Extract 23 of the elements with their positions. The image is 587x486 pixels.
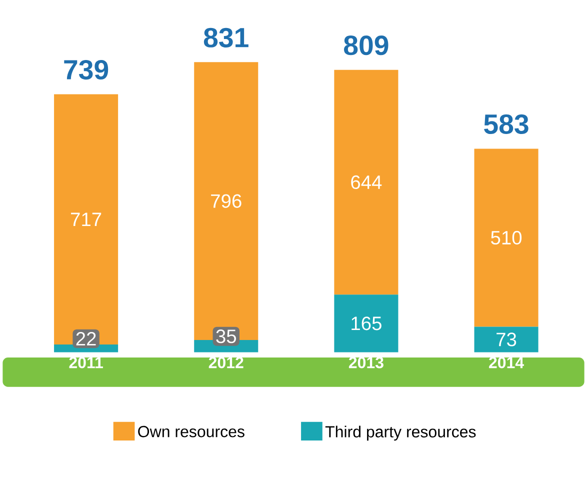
- bar: [334, 294, 398, 352]
- bar: [474, 326, 538, 352]
- bar: [334, 70, 398, 295]
- data-label: 644: [351, 176, 382, 190]
- x-tick-label: 2011: [69, 357, 103, 368]
- x-tick-label: 2014: [489, 357, 524, 368]
- total-label: 583: [484, 114, 528, 134]
- data-label: 165: [352, 316, 382, 330]
- x-tick-label: 2012: [208, 357, 244, 368]
- data-label: 796: [211, 194, 242, 208]
- data-label: 35: [216, 330, 236, 344]
- total-label: 809: [344, 36, 388, 56]
- bar: [54, 94, 118, 345]
- data-label: 717: [71, 212, 102, 226]
- x-tick-label: 2013: [348, 357, 384, 368]
- legend-label: Own resources: [138, 426, 244, 438]
- total-label: 739: [64, 60, 108, 80]
- total-label: 831: [204, 28, 248, 48]
- bar: [474, 148, 538, 327]
- legend-label: Third party resources: [325, 426, 476, 441]
- data-label: 510: [491, 231, 522, 245]
- data-label: 22: [76, 332, 96, 346]
- data-label: 73: [496, 332, 516, 346]
